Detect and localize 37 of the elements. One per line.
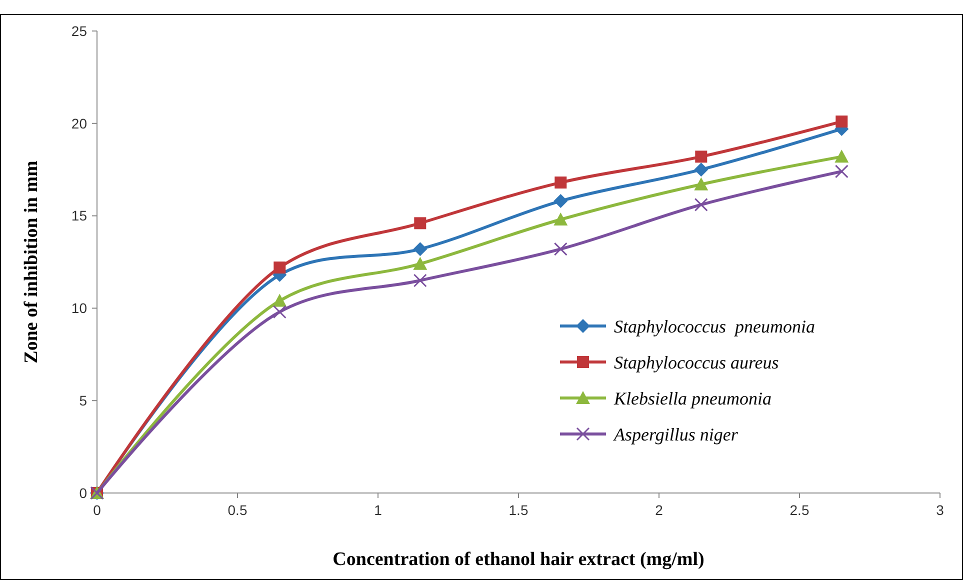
legend-label: Klebsiella pneumonia	[613, 388, 772, 408]
y-axis-title: Zone of inhibition in mm	[21, 160, 42, 364]
legend-label: Staphylococcus pneumonia	[614, 316, 815, 336]
x-tick-label: 2.5	[790, 502, 810, 518]
x-tick-label: 1.5	[508, 502, 528, 518]
point	[834, 164, 848, 178]
point	[836, 116, 848, 128]
y-tick-label: 20	[71, 115, 88, 132]
y-tick-label: 10	[71, 300, 88, 316]
point	[694, 162, 708, 177]
y-tick-label: 15	[71, 208, 88, 224]
point	[413, 242, 428, 256]
x-tick-label: 2	[655, 502, 664, 518]
x-tick-label: 1	[374, 502, 382, 518]
legend-label: Staphylococcus aureus	[614, 352, 779, 372]
point	[554, 212, 568, 226]
point	[834, 150, 849, 163]
point	[694, 177, 708, 190]
x-tick-label: 3	[936, 502, 944, 518]
x-tick-label: 0	[93, 502, 102, 518]
legend-label: Aspergillus niger	[613, 424, 739, 444]
point	[554, 242, 568, 256]
x-axis-title: Concentration of ethanol hair extract (mg/ml)	[332, 549, 704, 570]
point	[554, 176, 567, 189]
point	[413, 274, 427, 288]
point	[694, 198, 708, 212]
y-tick-label: 25	[71, 22, 88, 39]
point	[413, 256, 428, 270]
point	[274, 262, 286, 274]
point	[554, 194, 568, 208]
point	[272, 305, 286, 319]
y-tick-label: 0	[79, 484, 88, 501]
point	[272, 294, 287, 307]
y-tick-label: 5	[79, 392, 88, 408]
point	[695, 150, 708, 163]
point	[414, 217, 426, 230]
x-tick-label: 0.5	[228, 502, 248, 518]
